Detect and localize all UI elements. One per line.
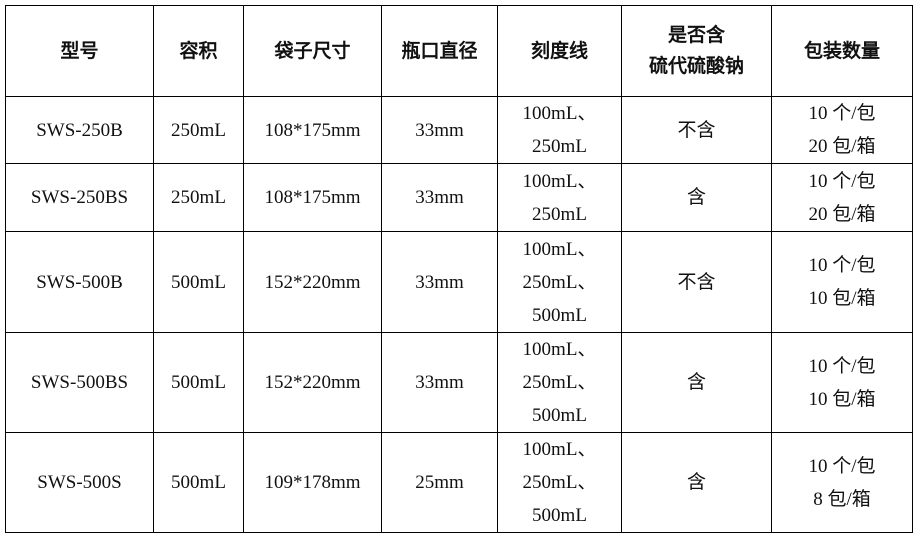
packing-cell-line: 10 个/包	[808, 455, 876, 477]
packing-cell: 10 个/包 20 包/箱	[771, 96, 913, 164]
packing-cell-line: 20 包/箱	[808, 136, 876, 157]
bag-size-cell: 108*175mm	[243, 163, 382, 232]
product-spec-table: 型号 容积 袋子尺寸 瓶口直径 刻度线 是否含 硫代硫酸钠 包装数量 SWS-2…	[5, 5, 913, 533]
thiosulfate-cell: 含	[621, 163, 772, 232]
packing-cell: 10 个/包 8 包/箱	[771, 432, 913, 533]
scale-cell-line: 100mL、	[522, 439, 597, 460]
thiosulfate-cell: 含	[621, 332, 772, 433]
table-row: SWS-500B 500mL 152*220mm 33mm 100mL、 250mL、 50…	[5, 231, 913, 333]
scale-cell-line: 100mL、	[522, 103, 597, 124]
header-thiosulfate: 是否含 硫代硫酸钠	[621, 5, 772, 97]
model-cell: SWS-500S	[5, 432, 154, 533]
scale-cell-line: 500mL	[532, 304, 587, 326]
scale-cell-line: 250mL	[532, 136, 587, 157]
mouth-diameter-cell: 33mm	[381, 163, 498, 232]
header-bag-size: 袋子尺寸	[243, 5, 382, 97]
scale-cell-line: 100mL、	[522, 238, 597, 260]
mouth-diameter-cell: 33mm	[381, 332, 498, 433]
packing-cell-line: 10 个/包	[808, 103, 876, 124]
packing-cell-line: 10 包/箱	[808, 288, 876, 309]
packing-cell-line: 8 包/箱	[813, 488, 871, 510]
scale-cell-line: 250mL、	[522, 372, 597, 393]
volume-cell: 500mL	[153, 432, 244, 533]
thiosulfate-cell: 不含	[621, 96, 772, 164]
packing-cell-line: 10 包/箱	[808, 388, 876, 410]
model-cell: SWS-500B	[5, 231, 154, 333]
header-scale: 刻度线	[497, 5, 622, 97]
packing-cell-line: 20 包/箱	[808, 203, 876, 225]
mouth-diameter-cell: 33mm	[381, 231, 498, 333]
packing-cell-line: 10 个/包	[808, 255, 876, 276]
packing-cell-line: 10 个/包	[808, 170, 876, 192]
scale-cell: 100mL、 250mL、 500mL	[497, 432, 622, 533]
mouth-diameter-cell: 33mm	[381, 96, 498, 164]
scale-cell-line: 250mL、	[522, 271, 597, 293]
volume-cell: 250mL	[153, 163, 244, 232]
header-mouth-diameter: 瓶口直径	[381, 5, 498, 97]
scale-cell-line: 250mL、	[522, 472, 597, 493]
model-cell: SWS-250BS	[5, 163, 154, 232]
volume-cell: 500mL	[153, 231, 244, 333]
table-row: SWS-500S 500mL 109*178mm 25mm 100mL、 250mL、 50…	[5, 432, 913, 533]
header-model: 型号	[5, 5, 154, 97]
thiosulfate-cell: 含	[621, 432, 772, 533]
bag-size-cell: 109*178mm	[243, 432, 382, 533]
thiosulfate-cell: 不含	[621, 231, 772, 333]
header-packing: 包装数量	[771, 5, 913, 97]
header-row: 型号 容积 袋子尺寸 瓶口直径 刻度线 是否含 硫代硫酸钠 包装数量	[5, 5, 913, 97]
packing-cell: 10 个/包 10 包/箱	[771, 332, 913, 433]
mouth-diameter-cell: 25mm	[381, 432, 498, 533]
volume-cell: 250mL	[153, 96, 244, 164]
scale-cell: 100mL、 250mL	[497, 163, 622, 232]
scale-cell-line: 500mL	[532, 505, 587, 526]
model-cell: SWS-500BS	[5, 332, 154, 433]
scale-cell-line: 500mL	[532, 405, 587, 426]
scale-cell: 100mL、 250mL	[497, 96, 622, 164]
scale-cell-line: 100mL、	[522, 170, 597, 192]
scale-cell-line: 100mL、	[522, 339, 597, 360]
table-row: SWS-250B 250mL 108*175mm 33mm 100mL、 250mL 不含 1…	[5, 96, 913, 164]
table-row: SWS-250BS 250mL 108*175mm 33mm 100mL、 250mL 含 1…	[5, 163, 913, 232]
model-cell: SWS-250B	[5, 96, 154, 164]
packing-cell: 10 个/包 20 包/箱	[771, 163, 913, 232]
scale-cell: 100mL、 250mL、 500mL	[497, 332, 622, 433]
bag-size-cell: 108*175mm	[243, 96, 382, 164]
bag-size-cell: 152*220mm	[243, 231, 382, 333]
packing-cell: 10 个/包 10 包/箱	[771, 231, 913, 333]
scale-cell-line: 250mL	[532, 203, 587, 225]
volume-cell: 500mL	[153, 332, 244, 433]
packing-cell-line: 10 个/包	[808, 355, 876, 377]
table-row: SWS-500BS 500mL 152*220mm 33mm 100mL、 250mL、 5…	[5, 332, 913, 433]
bag-size-cell: 152*220mm	[243, 332, 382, 433]
scale-cell: 100mL、 250mL、 500mL	[497, 231, 622, 333]
header-volume: 容积	[153, 5, 244, 97]
